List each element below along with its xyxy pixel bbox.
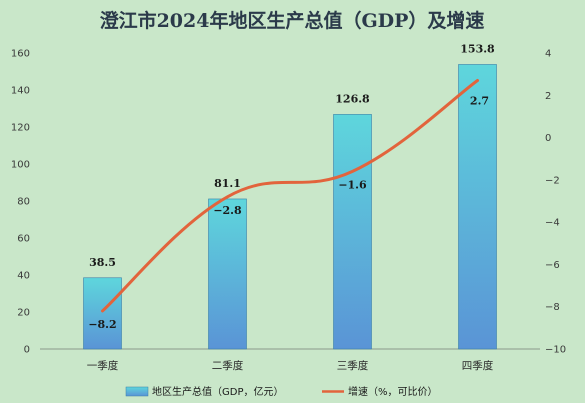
legend-bar-label: 地区生产总值（GDP，亿元）	[152, 385, 283, 398]
growth-data-label: −1.6	[338, 178, 367, 191]
y-left-tick-label: 80	[17, 197, 30, 208]
growth-rate-line	[101, 78, 479, 313]
y-left-tick-label: 40	[17, 271, 30, 282]
y-left-tick-label: 100	[11, 160, 30, 171]
y-left-tick-label: 60	[17, 234, 30, 245]
y-left-tick-label: 160	[11, 49, 30, 60]
y-right-tick-label: 4	[545, 49, 551, 60]
legend-line-label: 增速（%，可比价）	[348, 385, 438, 398]
y-left-tick-label: 120	[11, 123, 30, 134]
y-right-tick-label: −6	[545, 260, 560, 271]
gdp-data-label: 38.5	[89, 256, 116, 269]
gdp-data-label: 153.8	[460, 42, 495, 55]
x-category-label: 四季度	[462, 359, 494, 372]
growth-data-label: −2.8	[213, 204, 242, 217]
gdp-data-label: 126.8	[335, 92, 370, 105]
y-left-tick-label: 140	[11, 86, 30, 97]
gdp-bar	[458, 64, 497, 350]
x-category-label: 一季度	[87, 359, 119, 372]
y-right-tick-label: −2	[545, 175, 560, 186]
x-category-label: 二季度	[212, 359, 244, 372]
growth-data-label: 2.7	[470, 94, 489, 107]
growth-data-label: −8.2	[88, 318, 116, 331]
gdp-bar	[333, 114, 372, 350]
x-category-label: 三季度	[337, 359, 369, 372]
y-left-tick-label: 0	[24, 345, 30, 356]
legend-bar-swatch	[125, 386, 149, 397]
y-right-tick-label: 2	[545, 91, 551, 102]
y-right-tick-label: −10	[545, 345, 566, 356]
gdp-data-label: 81.1	[214, 177, 241, 190]
gdp-bar	[83, 277, 122, 350]
y-right-tick-label: −4	[545, 218, 560, 229]
y-left-tick-label: 20	[17, 308, 30, 319]
chart-title: 澄江市2024年地区生产总值（GDP）及增速	[100, 9, 485, 32]
gdp-bar	[208, 198, 247, 350]
y-right-tick-label: −8	[545, 302, 560, 313]
y-right-tick-label: 0	[545, 133, 551, 144]
